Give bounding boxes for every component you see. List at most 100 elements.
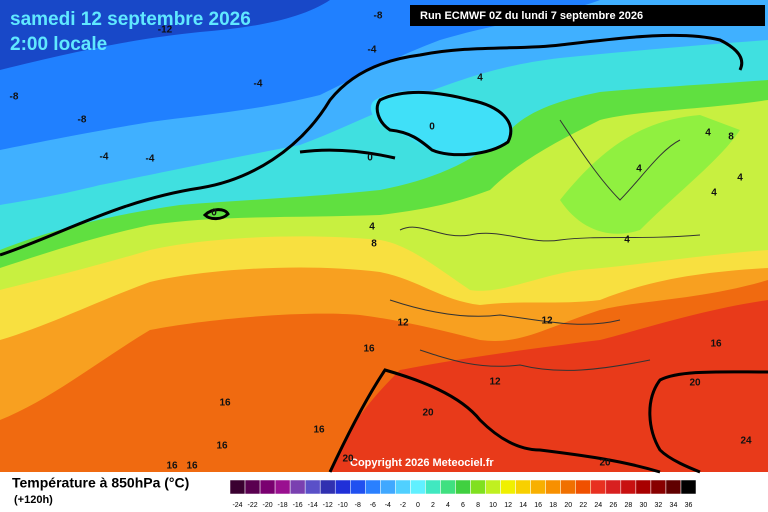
- contour-label: 8: [728, 132, 734, 143]
- contour-label: 16: [166, 461, 178, 472]
- legend-label: -12: [323, 502, 333, 509]
- run-text: Run ECMWF 0Z du lundi 7 septembre 2026: [420, 10, 643, 22]
- contour-label: 16: [219, 398, 231, 409]
- legend-label: 8: [476, 502, 480, 509]
- contour-label: -8: [374, 11, 383, 22]
- legend-swatch: [229, 479, 246, 495]
- legend-label: 18: [549, 502, 557, 509]
- contour-label: 4: [737, 173, 743, 184]
- contour-label: 16: [710, 339, 722, 350]
- legend-swatch: [334, 479, 351, 495]
- legend-swatch: [515, 479, 531, 495]
- legend-swatch: [425, 479, 441, 495]
- date: samedi 12 septembre 2026: [10, 9, 251, 30]
- legend-label: 26: [609, 502, 617, 509]
- legend-label: 6: [461, 502, 465, 509]
- contour-label: 4: [624, 235, 630, 246]
- legend-label: 14: [519, 502, 527, 509]
- contour-label: 0: [367, 153, 373, 164]
- legend-swatch: [650, 479, 667, 495]
- contour-label: -4: [146, 154, 155, 165]
- legend-swatch: [274, 479, 291, 495]
- legend-swatch: [319, 479, 336, 495]
- legend-label: -18: [278, 502, 288, 509]
- legend-label: 36: [685, 502, 693, 509]
- legend-swatch: [380, 479, 396, 495]
- contour-label: 12: [489, 377, 501, 388]
- legend-label: -16: [293, 502, 303, 509]
- legend-swatch: [620, 479, 637, 495]
- contour-label: -4: [254, 79, 263, 90]
- legend-swatch: [545, 479, 561, 495]
- contour-label: 12: [541, 316, 553, 327]
- legend-label: 22: [579, 502, 587, 509]
- contour-label: 0: [429, 122, 435, 133]
- copyright: Copyright 2026 Meteociel.fr: [350, 457, 494, 469]
- legend-label: 0: [416, 502, 420, 509]
- legend-label: 2: [431, 502, 435, 509]
- legend-swatch: [259, 479, 276, 495]
- legend-swatch: [560, 479, 576, 495]
- contour-label: 20: [689, 378, 701, 389]
- contour-label: -4: [368, 45, 377, 56]
- contour-label: 0: [211, 208, 217, 219]
- legend-label: 10: [489, 502, 497, 509]
- legend-swatch: [485, 479, 501, 495]
- legend-swatch: [575, 479, 592, 495]
- legend-label: 24: [594, 502, 602, 509]
- time: 2:00 locale: [10, 34, 107, 55]
- contour-label: 16: [216, 441, 228, 452]
- legend-swatch: [635, 479, 652, 495]
- legend-label: 30: [639, 502, 647, 509]
- legend-label: 34: [670, 502, 678, 509]
- contour-label: -12: [158, 25, 173, 36]
- legend-label: -4: [385, 502, 391, 509]
- legend-swatch: [605, 479, 622, 495]
- legend-swatch: [455, 479, 471, 495]
- contour-label: 20: [422, 408, 434, 419]
- legend-swatch: [289, 479, 306, 495]
- legend-swatch: [410, 479, 426, 495]
- legend-swatch: [395, 479, 411, 495]
- map: [0, 0, 768, 474]
- legend-subtitle: (+120h): [14, 494, 53, 506]
- contour-label: 4: [711, 188, 717, 199]
- contour-label: 8: [371, 239, 377, 250]
- legend-label: -24: [232, 502, 242, 509]
- legend-swatch: [440, 479, 456, 495]
- legend-swatch: [365, 479, 381, 495]
- legend-label: 20: [564, 502, 572, 509]
- legend-swatch: [500, 479, 516, 495]
- contour-label: 24: [740, 436, 752, 447]
- legend-label: -6: [370, 502, 376, 509]
- contour-label: -8: [10, 92, 19, 103]
- contour-label: 16: [186, 461, 198, 472]
- legend-label: 12: [504, 502, 512, 509]
- legend-label: -10: [338, 502, 348, 509]
- legend-label: -20: [263, 502, 273, 509]
- legend-swatch: [304, 479, 321, 495]
- contour-label: 4: [636, 164, 642, 175]
- legend-label: -8: [355, 502, 361, 509]
- legend-label: 32: [655, 502, 663, 509]
- legend-label: 4: [446, 502, 450, 509]
- legend-label: -2: [400, 502, 406, 509]
- contour-label: 4: [705, 128, 711, 139]
- legend-label: 16: [534, 502, 542, 509]
- legend-label: -22: [247, 502, 257, 509]
- legend-swatch: [590, 479, 607, 495]
- contour-label: 16: [313, 425, 325, 436]
- contour-label: 4: [477, 73, 483, 84]
- legend-title: Température à 850hPa (°C): [12, 475, 189, 491]
- legend-swatch: [665, 479, 682, 495]
- contour-label: 4: [369, 222, 375, 233]
- contour-label: -4: [100, 152, 109, 163]
- legend-swatch: [244, 479, 261, 495]
- legend-swatch: [530, 479, 546, 495]
- contour-label: 20: [342, 454, 354, 465]
- legend-swatch: [470, 479, 486, 495]
- legend-label: 28: [624, 502, 632, 509]
- legend-swatch: [680, 479, 697, 495]
- legend-label: -14: [308, 502, 318, 509]
